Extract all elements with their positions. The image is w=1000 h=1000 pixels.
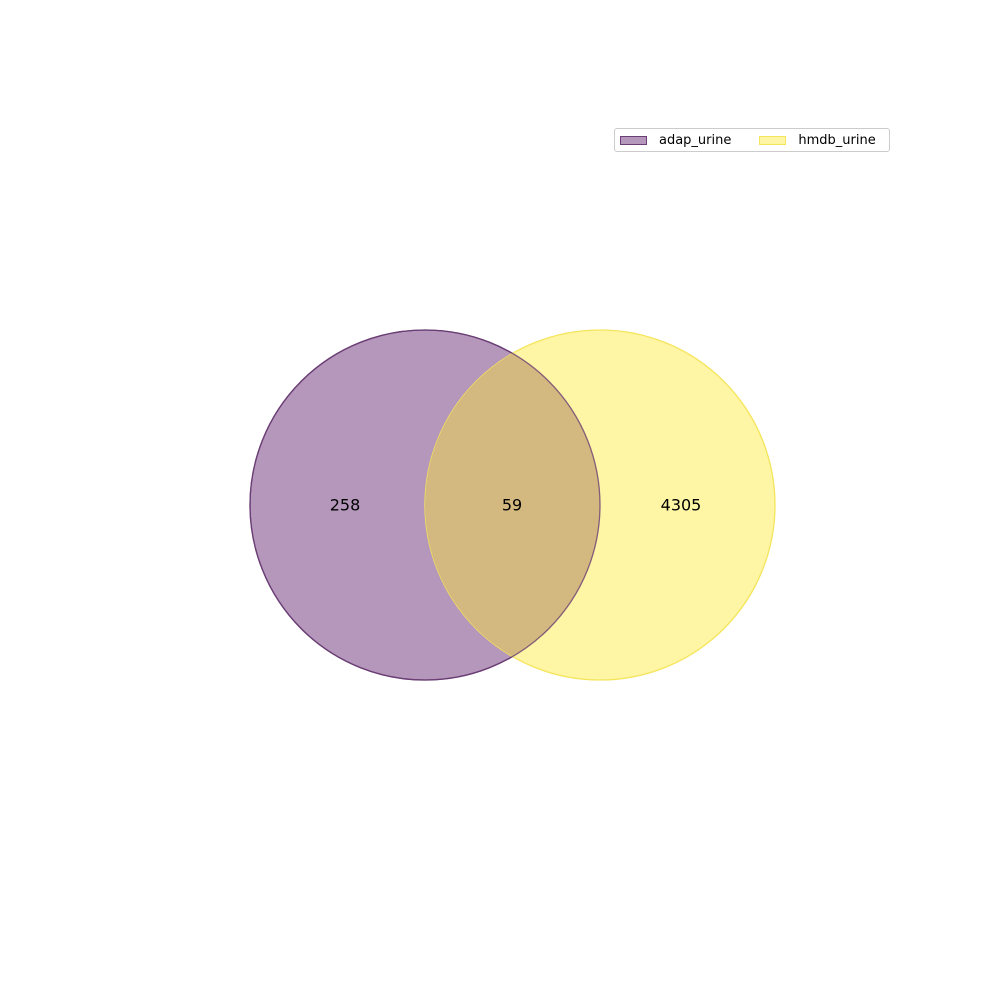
intersection-region	[425, 330, 600, 680]
legend-label-adap-urine: adap_urine	[659, 132, 732, 148]
intersection-count: 59	[502, 496, 522, 515]
legend-label-hmdb-urine: hmdb_urine	[798, 132, 876, 148]
set-adap-urine-outline	[249, 329, 601, 681]
legend-entry-hmdb-urine: hmdb_urine	[759, 132, 876, 148]
legend-entry-adap-urine: adap_urine	[620, 133, 731, 148]
legend-swatch-adap-urine	[620, 135, 647, 145]
legend: adap_urine hmdb_urine	[614, 128, 890, 152]
hmdb-urine-only-count: 4305	[661, 496, 702, 515]
legend-swatch-hmdb-urine	[759, 135, 787, 145]
adap-urine-only-count: 258	[330, 496, 361, 515]
